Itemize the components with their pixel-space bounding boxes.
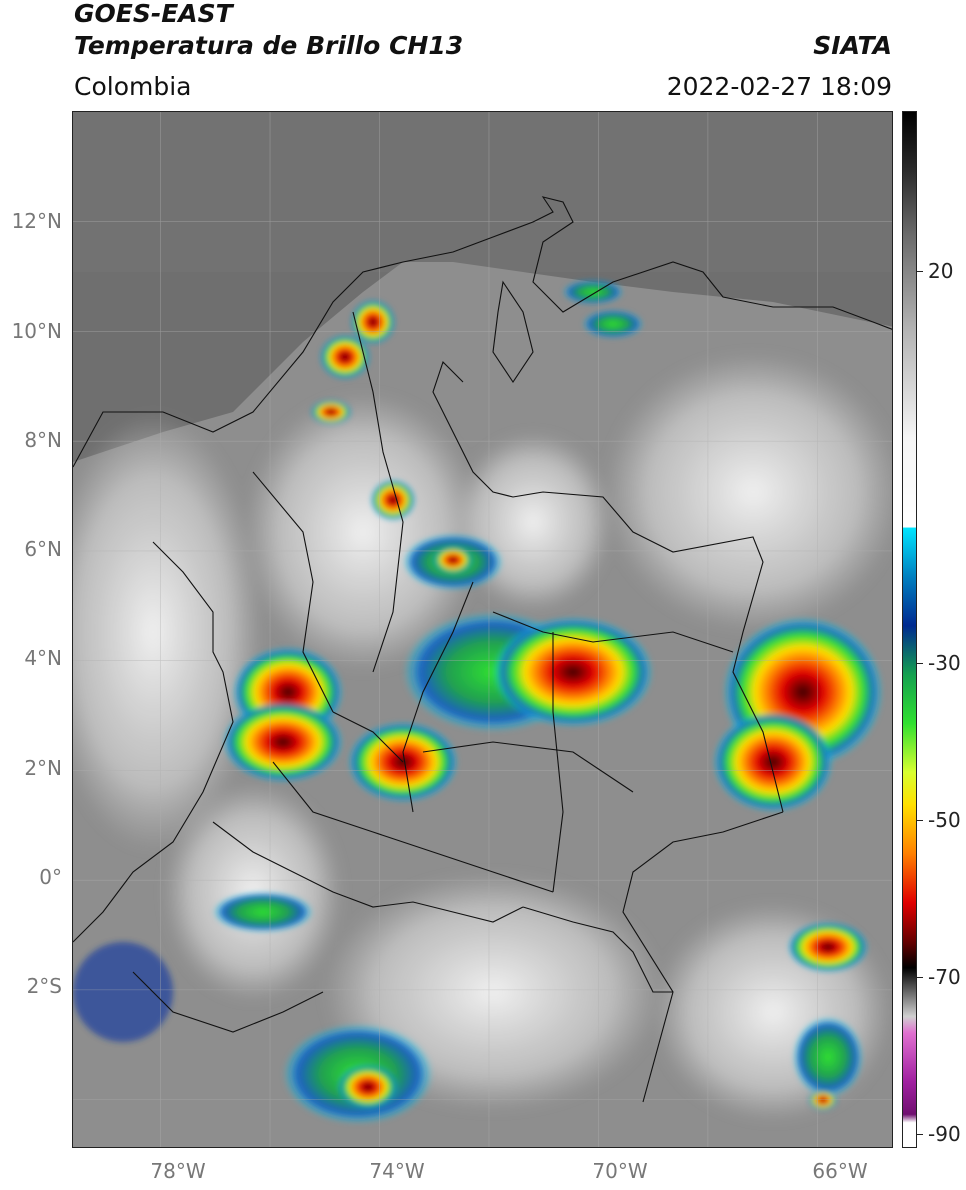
lat-label-8n: 8°N xyxy=(24,428,62,452)
storm-cell-north2 xyxy=(320,335,370,379)
lat-label-12n: 12°N xyxy=(11,209,62,233)
temperature-colorbar xyxy=(902,111,917,1148)
storm-cell-southeast xyxy=(788,922,868,972)
caribbean-band xyxy=(73,112,892,272)
storm-cell-pacific2 xyxy=(213,892,313,932)
lon-label-78w: 78°W xyxy=(150,1159,206,1183)
storm-cell-llanos2 xyxy=(493,617,653,727)
storm-cell-west2 xyxy=(223,702,343,782)
department-border-2 xyxy=(352,311,404,673)
colorbar-tick-m30 xyxy=(917,663,923,664)
graticule xyxy=(73,112,892,1147)
lat-label-4n: 4°N xyxy=(24,646,62,670)
colorbar-label-m30: -30 xyxy=(928,651,961,675)
colorbar-tick-m50 xyxy=(917,820,923,821)
lon-label-66w: 66°W xyxy=(812,1159,868,1183)
storm-cell-venezuela2 xyxy=(583,310,643,338)
colombia-ecuador-border xyxy=(212,821,524,923)
department-border-6 xyxy=(552,632,564,893)
lake-maracaibo xyxy=(492,280,534,383)
colombia-venezuela-border xyxy=(432,360,784,813)
ecuador-peru-border xyxy=(132,971,324,1033)
cloud-pacific xyxy=(73,412,263,852)
storm-cell-east2 xyxy=(713,712,833,812)
storm-cell-southeast3 xyxy=(809,1090,837,1110)
boundaries xyxy=(73,196,892,1103)
region-label: Colombia xyxy=(74,72,192,101)
brand-label: SIATA xyxy=(813,31,892,60)
lat-label-6n: 6°N xyxy=(24,537,62,561)
satellite-map xyxy=(72,111,893,1148)
product-title: Temperatura de Brillo CH13 xyxy=(74,31,464,60)
lat-label-2s: 2°S xyxy=(26,974,62,998)
cloud-east xyxy=(603,352,892,632)
cloud-central xyxy=(243,392,483,672)
colorbar-label-20: 20 xyxy=(928,259,954,283)
department-border-3 xyxy=(402,581,474,813)
storm-cell-north3 xyxy=(311,400,351,424)
department-border-1 xyxy=(252,471,334,713)
caribbean-coast xyxy=(73,196,892,468)
department-border-8 xyxy=(272,761,554,893)
lon-label-70w: 70°W xyxy=(592,1159,648,1183)
colorbar-label-m50: -50 xyxy=(928,808,961,832)
colorbar-tick-m90 xyxy=(917,1134,923,1135)
storm-cell-southeast2 xyxy=(793,1017,863,1097)
convective-cells xyxy=(73,280,883,1124)
map-canvas xyxy=(73,112,892,1147)
colorbar-label-m90: -90 xyxy=(928,1122,961,1146)
pacific-coast xyxy=(73,541,234,943)
storm-cell-south2 xyxy=(338,1065,398,1109)
lon-label-74w: 74°W xyxy=(369,1159,425,1183)
storm-cell-pacific xyxy=(73,942,173,1042)
department-border-5 xyxy=(422,741,634,793)
storm-cell-north xyxy=(351,300,395,344)
colorbar-tick-20 xyxy=(917,271,923,272)
lat-label-0: 0° xyxy=(39,865,62,889)
department-border-7 xyxy=(332,711,404,763)
colombia-peru-border xyxy=(522,906,673,993)
lat-label-10n: 10°N xyxy=(11,319,62,343)
colorbar-tick-m70 xyxy=(917,977,923,978)
colorbar-label-m70: -70 xyxy=(928,965,961,989)
colombia-brazil-border xyxy=(622,811,784,1103)
cloud-west xyxy=(163,782,343,1002)
storm-cell-center xyxy=(371,480,415,520)
department-border-4 xyxy=(492,611,734,653)
storm-cell-andes xyxy=(433,546,473,574)
lat-label-2n: 2°N xyxy=(24,756,62,780)
timestamp-label: 2022-02-27 18:09 xyxy=(666,72,892,101)
satellite-title: GOES-EAST xyxy=(74,0,233,28)
storm-cell-venezuela xyxy=(563,280,623,304)
